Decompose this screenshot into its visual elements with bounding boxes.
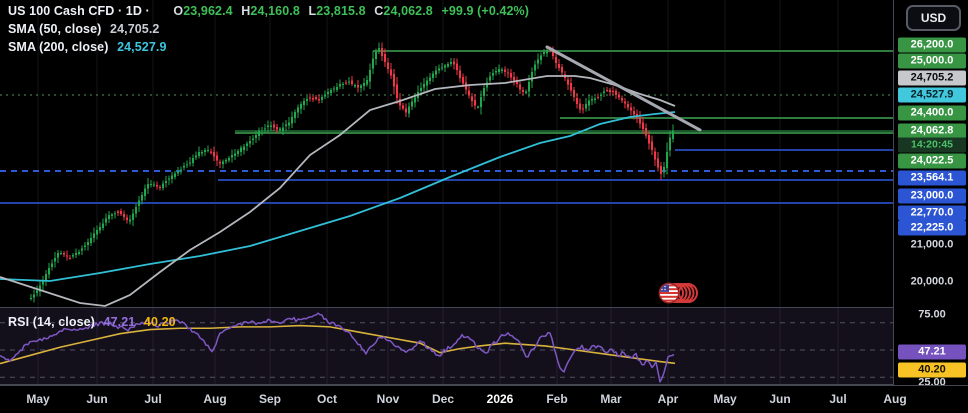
main-chart-panel[interactable]: US 100 Cash CFD · 1D · O23,962.4 H24,160… — [0, 0, 896, 307]
open-label: O — [173, 4, 184, 18]
time-label-feb: Feb — [546, 392, 568, 406]
axis-label-245279: 24,527.9 — [898, 87, 966, 103]
price-axis[interactable]: 26,200.0 25,000.0 24,705.2 24,527.9 24,400.0… — [893, 0, 968, 413]
axis-label-7500: 75.00 — [918, 308, 946, 321]
axis-label-240225: 24,022.5 — [898, 153, 966, 169]
time-label-2026: 2026 — [486, 392, 514, 406]
time-label-jul: Jul — [829, 392, 847, 406]
close-value: 24,062.8 — [383, 4, 433, 18]
time-label-jul: Jul — [144, 392, 162, 406]
rsi-label: RSI (14, close) — [8, 315, 95, 329]
time-label-mar: Mar — [600, 392, 622, 406]
time-label-may: May — [713, 392, 737, 406]
time-label-nov: Nov — [376, 392, 400, 406]
change-value: +99.9 (+0.42%) — [441, 4, 530, 18]
high-value: 24,160.8 — [250, 4, 300, 18]
time-label-may: May — [26, 392, 50, 406]
panel-separator — [0, 384, 893, 385]
rsi-legend-row[interactable]: RSI (14, close) 47.21 40.20 — [8, 315, 176, 329]
axis-label-4020: 40.20 — [898, 362, 966, 378]
sma200-label: SMA (200, close) — [8, 40, 109, 54]
axis-label-230000: 23,000.0 — [898, 188, 966, 204]
axis-label-200000: 20,000.0 — [910, 275, 954, 288]
time-label-jun: Jun — [769, 392, 791, 406]
time-label-apr: Apr — [657, 392, 679, 406]
axis-label-262000: 26,200.0 — [898, 37, 966, 53]
time-label-oct: Oct — [316, 392, 338, 406]
close-label: C — [374, 4, 384, 18]
sma50-value: 24,705.2 — [110, 22, 160, 36]
high-label: H — [241, 4, 251, 18]
axis-label-4721: 47.21 — [898, 344, 966, 360]
low-label: L — [308, 4, 317, 18]
axis-label-240628: 24,062.8 — [898, 123, 966, 139]
time-axis[interactable]: May Jun Jul Aug Sep Oct Nov Dec 2026 Feb Mar Apr May… — [0, 385, 968, 413]
currency-button[interactable]: USD — [906, 5, 961, 31]
sma200-legend-row[interactable]: SMA (200, close) 24,527.9 — [8, 40, 167, 54]
main-chart-canvas — [0, 0, 896, 307]
low-value: 23,815.8 — [316, 4, 366, 18]
sma200-value: 24,527.9 — [117, 40, 167, 54]
time-label-dec: Dec — [431, 392, 455, 406]
time-label-jun: Jun — [86, 392, 108, 406]
time-label-sep: Sep — [258, 392, 282, 406]
axis-label-227700: 22,770.0 — [898, 205, 966, 221]
rsi-value: 47.21 — [103, 315, 136, 329]
axis-label-247052: 24,705.2 — [898, 70, 966, 86]
sma50-label: SMA (50, close) — [8, 22, 102, 36]
time-label-aug: Aug — [203, 392, 227, 406]
axis-label-235641: 23,564.1 — [898, 170, 966, 186]
axis-label-222250: 22,225.0 — [898, 220, 966, 236]
symbol-legend-row: US 100 Cash CFD · 1D · O23,962.4 H24,160… — [8, 4, 529, 18]
axis-label-210000: 21,000.0 — [910, 238, 954, 251]
rsi-canvas — [0, 308, 896, 385]
rsi-ma-value: 40.20 — [143, 315, 176, 329]
time-label-aug: Aug — [883, 392, 907, 406]
axis-label-142045: 14:20:45 — [898, 137, 966, 153]
us-flag-icon — [658, 281, 700, 305]
sma50-legend-row[interactable]: SMA (50, close) 24,705.2 — [8, 22, 159, 36]
open-value: 23,962.4 — [183, 4, 233, 18]
symbol-title[interactable]: US 100 Cash CFD · 1D · — [8, 4, 150, 18]
axis-label-250000: 25,000.0 — [898, 53, 966, 69]
rsi-panel[interactable]: RSI (14, close) 47.21 40.20 — [0, 307, 896, 385]
axis-label-244000: 24,400.0 — [898, 105, 966, 121]
